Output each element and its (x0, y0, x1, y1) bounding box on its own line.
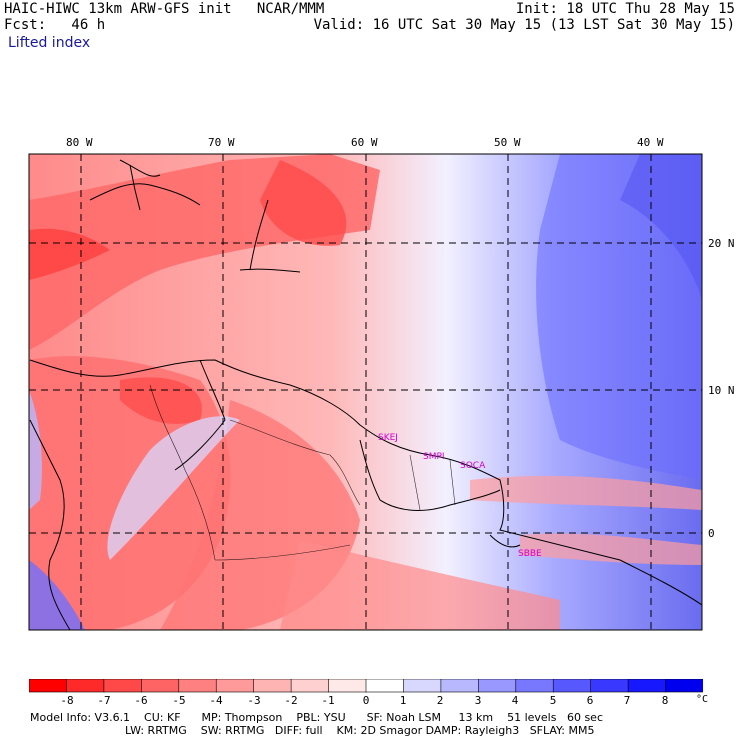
model-title: HAIC-HIWC 13km ARW-GFS init NCAR/MMM (4, 1, 325, 17)
model-info-line2: LW: RRTMG SW: RRTMG DIFF: full KM: 2D Sm… (125, 724, 595, 737)
colorbar-label: -5 (172, 694, 186, 707)
colorbar-label: -1 (321, 694, 335, 707)
colorbar-swatch (141, 679, 180, 693)
valid-time: Valid: 16 UTC Sat 30 May 15 (13 LST Sat … (313, 17, 735, 33)
colorbar-label: 8 (661, 694, 669, 707)
colorbar-swatch (178, 679, 218, 693)
colorbar-swatch (590, 679, 629, 693)
colorbar-label: -2 (284, 694, 298, 707)
colorbar-label: -3 (247, 694, 261, 707)
model-info-line1: Model Info: V3.6.1 CU: KF MP: Thompson P… (30, 711, 603, 724)
station-label-smpi: SMPI (423, 452, 445, 462)
lon-label-40w: 40 W (637, 136, 664, 149)
colorbar-swatch (290, 679, 330, 693)
field-name: Lifted index (8, 35, 91, 51)
lat-label-20n: 20 N (708, 237, 735, 250)
lat-label-eq: 0 (708, 527, 715, 540)
colorbar-swatch (103, 679, 143, 693)
colorbar-label: 2 (436, 694, 444, 707)
colorbar-label: 1 (399, 694, 407, 707)
station-label-sbbe: SBBE (518, 549, 542, 559)
forecast-hour: Fcst: 46 h (4, 17, 106, 33)
lon-label-60w: 60 W (351, 136, 378, 149)
colorbar-swatch (552, 679, 592, 693)
map-field (29, 154, 702, 630)
lon-label-50w: 50 W (494, 136, 521, 149)
colorbar-swatch (253, 679, 292, 693)
colorbar-swatch (440, 679, 480, 693)
colorbar-label: 0 (362, 694, 370, 707)
coastlines (29, 159, 702, 630)
colorbar-swatch (365, 679, 405, 693)
map-frame (28, 153, 703, 631)
station-label-soca: SOCA (460, 461, 486, 471)
colorbar-label: -6 (134, 694, 148, 707)
colorbar (29, 679, 703, 693)
graticule (29, 154, 702, 630)
station-label-skej: SKEJ (378, 433, 398, 443)
colorbar-label: 7 (623, 694, 631, 707)
colorbar-swatch (66, 679, 105, 693)
colorbar-label: 3 (474, 694, 482, 707)
colorbar-swatch (478, 679, 517, 693)
colorbar-unit: °C (696, 694, 709, 705)
colorbar-swatch (627, 679, 667, 693)
colorbar-label: -7 (97, 694, 111, 707)
colorbar-swatch (29, 679, 68, 693)
colorbar-label: 6 (586, 694, 594, 707)
init-time: Init: 18 UTC Thu 28 May 15 (515, 1, 735, 17)
colorbar-swatch (515, 679, 555, 693)
colorbar-label: 4 (511, 694, 519, 707)
lat-label-10n: 10 N (708, 384, 735, 397)
colorbar-swatch (665, 679, 703, 693)
colorbar-swatch (403, 679, 442, 693)
colorbar-swatch (215, 679, 255, 693)
colorbar-label: 5 (549, 694, 557, 707)
colorbar-swatch (328, 679, 367, 693)
lon-label-80w: 80 W (66, 136, 93, 149)
colorbar-label: -4 (209, 694, 223, 707)
colorbar-label: -8 (60, 694, 74, 707)
lon-label-70w: 70 W (208, 136, 235, 149)
